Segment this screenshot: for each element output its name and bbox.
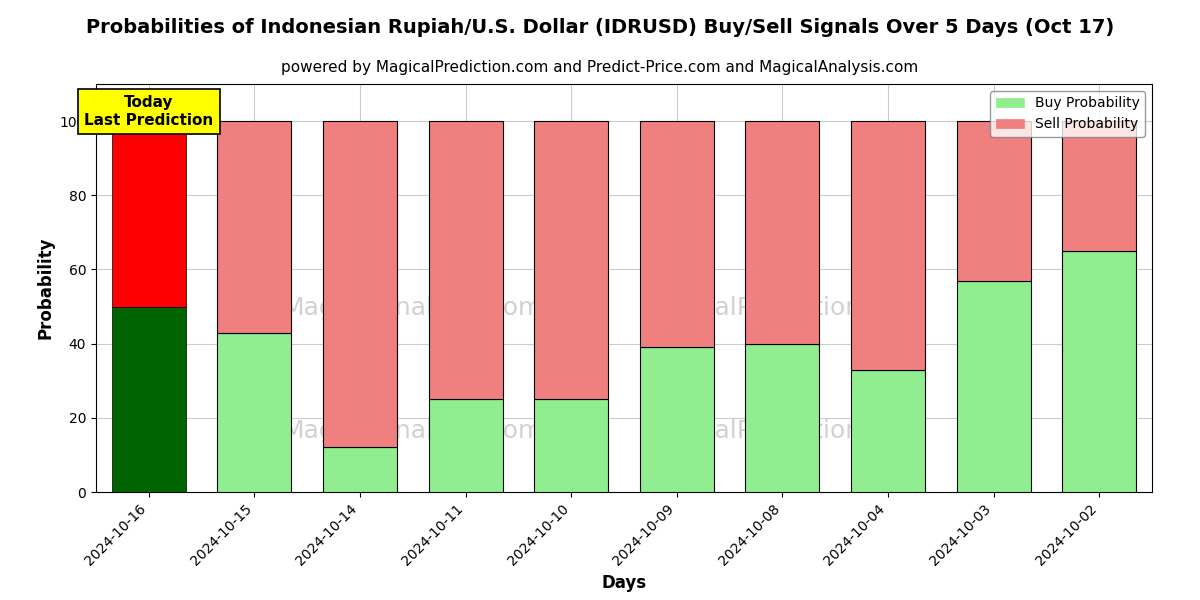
Bar [1062, 251, 1136, 492]
Text: MagicalPrediction.com: MagicalPrediction.com [642, 419, 923, 443]
Bar [640, 121, 714, 347]
Bar [745, 344, 820, 492]
Bar [745, 121, 820, 344]
Bar [1062, 121, 1136, 251]
Bar [534, 399, 608, 492]
Bar [956, 121, 1031, 281]
Y-axis label: Probability: Probability [36, 237, 54, 339]
Bar [956, 281, 1031, 492]
Bar [112, 307, 186, 492]
Bar [217, 332, 292, 492]
Bar [217, 121, 292, 332]
X-axis label: Days: Days [601, 574, 647, 592]
Bar [323, 448, 397, 492]
Bar [534, 121, 608, 399]
Bar [851, 370, 925, 492]
Text: MagicalAnalysis.com: MagicalAnalysis.com [283, 296, 542, 320]
Text: MagicalAnalysis.com: MagicalAnalysis.com [283, 419, 542, 443]
Bar [640, 347, 714, 492]
Bar [112, 121, 186, 307]
Bar [428, 121, 503, 399]
Text: MagicalPrediction.com: MagicalPrediction.com [642, 296, 923, 320]
Text: powered by MagicalPrediction.com and Predict-Price.com and MagicalAnalysis.com: powered by MagicalPrediction.com and Pre… [281, 60, 919, 75]
Bar [323, 121, 397, 448]
Legend: Buy Probability, Sell Probability: Buy Probability, Sell Probability [990, 91, 1145, 137]
Bar [428, 399, 503, 492]
Bar [851, 121, 925, 370]
Text: Today
Last Prediction: Today Last Prediction [84, 95, 214, 128]
Text: Probabilities of Indonesian Rupiah/U.S. Dollar (IDRUSD) Buy/Sell Signals Over 5 : Probabilities of Indonesian Rupiah/U.S. … [86, 18, 1114, 37]
